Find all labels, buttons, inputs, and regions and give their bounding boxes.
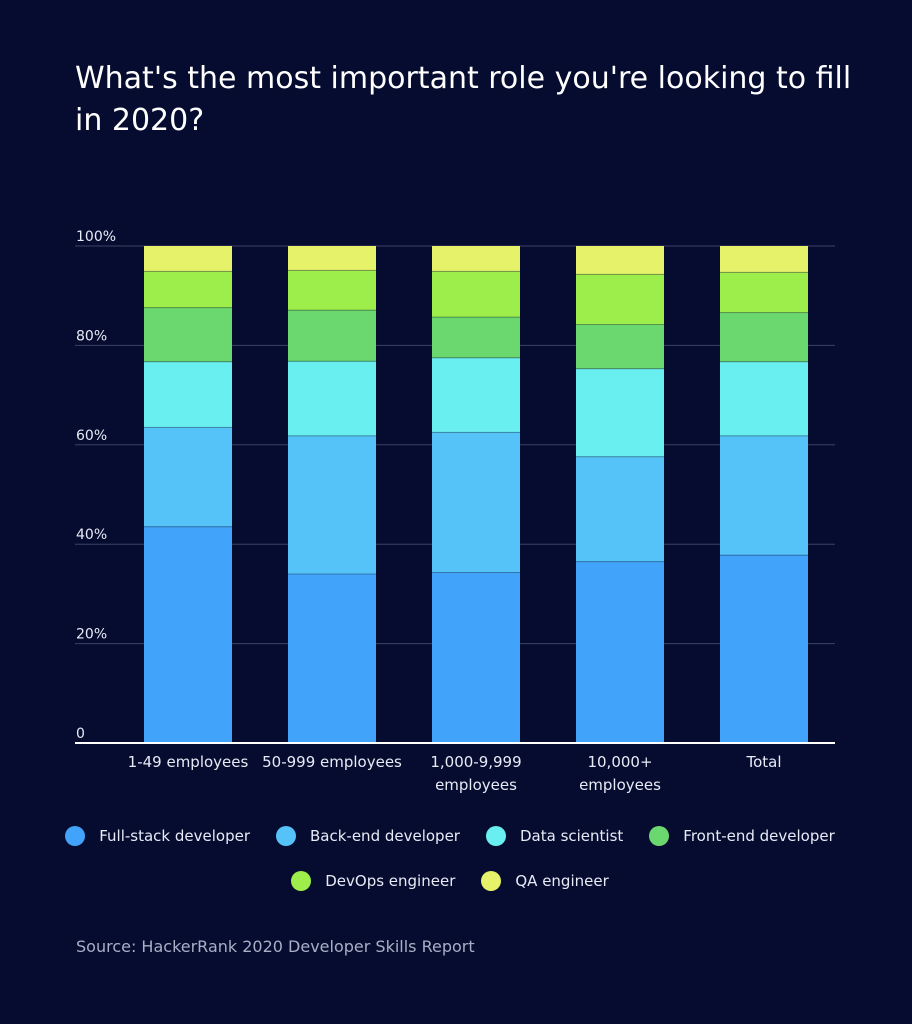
y-tick-label: 0: [76, 726, 85, 742]
y-tick-label: 40%: [76, 527, 107, 543]
bar-segment: [720, 555, 808, 743]
y-tick-label: 60%: [76, 428, 107, 444]
bar-segment: [432, 246, 520, 272]
bar-segment: [288, 310, 376, 362]
y-tick-label: 100%: [76, 229, 116, 245]
legend-swatch: [481, 871, 502, 891]
legend-swatch: [291, 871, 312, 891]
legend-swatch: [276, 826, 296, 846]
bar-segment: [720, 272, 808, 313]
x-tick-label: 1,000-9,999: [430, 753, 521, 771]
legend-swatch: [485, 826, 506, 846]
y-tick-label: 20%: [76, 627, 107, 643]
legend-label: Back-end developer: [310, 827, 460, 845]
bar-segment: [288, 574, 376, 743]
bar-segment: [576, 274, 664, 325]
legend-label: Full-stack developer: [99, 827, 250, 845]
bar-segment: [720, 246, 808, 273]
bar-segment: [576, 368, 664, 457]
source-note: Source: HackerRank 2020 Developer Skills…: [76, 937, 475, 956]
bar-segment: [576, 561, 664, 743]
bar-segment: [144, 246, 232, 272]
bar-segment: [432, 572, 520, 743]
bar-segment: [432, 317, 520, 358]
legend-item: Data scientist: [485, 826, 624, 846]
legend-label: DevOps engineer: [325, 872, 456, 890]
bar-segment: [288, 246, 376, 271]
y-tick-label: 80%: [76, 328, 107, 344]
bar-segment: [288, 270, 376, 311]
bar-segment: [288, 435, 376, 575]
bar-segment: [144, 361, 232, 428]
x-tick-label: 50-999 employees: [262, 753, 402, 771]
legend-label: Data scientist: [519, 827, 624, 845]
legend-row-2: DevOps engineer QA engineer: [0, 871, 912, 891]
bar-segment: [576, 324, 664, 369]
legend-swatch: [649, 826, 670, 846]
bar-segment: [576, 456, 664, 562]
legend-item: Back-end developer: [276, 826, 460, 846]
x-tick-label: employees: [435, 776, 517, 794]
legend-item: QA engineer: [481, 871, 609, 891]
bar-segment: [720, 435, 808, 556]
legend-swatch: [65, 826, 86, 846]
x-tick-label: Total: [745, 753, 781, 771]
legend-label: Front-end developer: [683, 827, 835, 845]
bar-segment: [720, 312, 808, 362]
bar-segment: [432, 271, 520, 318]
legend-item: Full-stack developer: [65, 826, 250, 846]
legend-row-1: Full-stack developer Back-end developer Da…: [0, 826, 912, 846]
chart-title: What's the most important role you're lo…: [75, 61, 852, 138]
bar-segment: [720, 361, 808, 436]
legend-label: QA engineer: [515, 872, 609, 890]
bar-segment: [144, 427, 232, 527]
bar-segment: [432, 357, 520, 433]
legend-item: DevOps engineer: [291, 871, 455, 891]
x-tick-label: 10,000+: [587, 753, 652, 771]
bar-segment: [288, 361, 376, 436]
x-tick-label: 1-49 employees: [128, 753, 249, 771]
x-tick-label: employees: [579, 776, 661, 794]
bar-segment: [576, 246, 664, 275]
bar-segment: [144, 526, 232, 743]
bar-segment: [144, 307, 232, 362]
bar-segment: [432, 432, 520, 573]
legend-item: Front-end developer: [649, 826, 835, 846]
bar-segment: [144, 271, 232, 308]
